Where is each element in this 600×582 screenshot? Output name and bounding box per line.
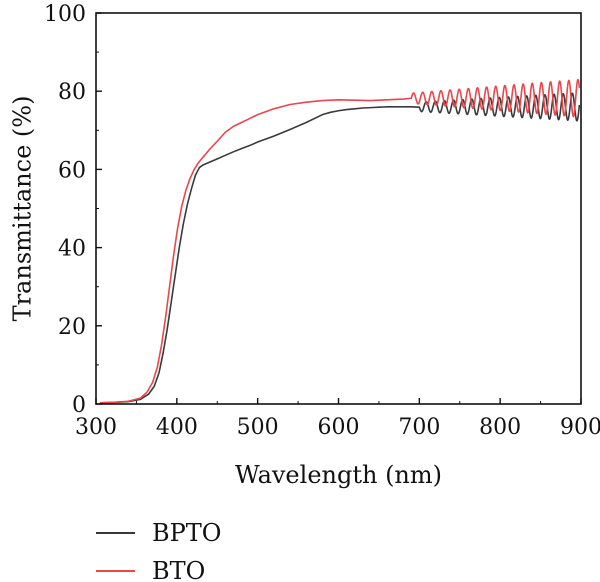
y-tick-label: 20 bbox=[58, 315, 86, 340]
x-tick-label: 400 bbox=[156, 415, 198, 440]
axes-layer: 300 400 500 600 700 800 900 0 20 40 60 80 100 bbox=[44, 2, 600, 440]
x-tick-label: 600 bbox=[318, 415, 360, 440]
y-tick-label: 60 bbox=[58, 158, 86, 183]
y-tick-label: 0 bbox=[72, 393, 86, 418]
plot-frame bbox=[95, 12, 582, 405]
y-tick-label: 80 bbox=[58, 80, 86, 105]
y-axis-title: Transmittance (%) bbox=[9, 96, 37, 322]
x-tick-label: 500 bbox=[237, 415, 279, 440]
x-tick-label: 700 bbox=[398, 415, 440, 440]
x-tick-label: 800 bbox=[479, 415, 521, 440]
y-tick-label: 100 bbox=[44, 2, 86, 27]
series-line-bpto bbox=[100, 92, 581, 404]
series-line-bto bbox=[100, 78, 581, 404]
legend-label-bpto: BPTO bbox=[152, 519, 221, 547]
x-axis-title: Wavelength (nm) bbox=[235, 461, 442, 489]
x-tick-label: 300 bbox=[75, 415, 117, 440]
x-tick-label: 900 bbox=[560, 415, 600, 440]
y-tick-label: 40 bbox=[58, 237, 86, 262]
series-layer bbox=[100, 78, 581, 404]
legend: BPTO BTO bbox=[96, 519, 221, 582]
legend-label-bto: BTO bbox=[152, 557, 205, 582]
